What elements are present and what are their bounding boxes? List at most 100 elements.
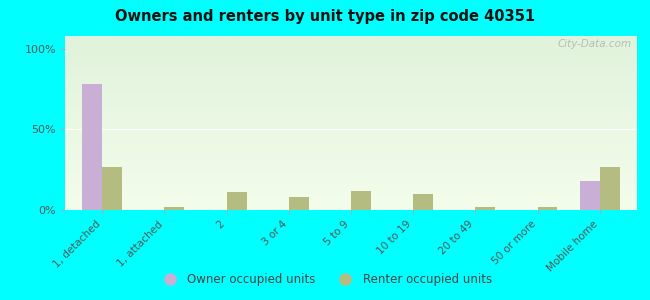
Bar [65, 207, 637, 208]
Text: City-Data.com: City-Data.com [557, 40, 631, 50]
Bar [65, 109, 637, 110]
Bar [65, 66, 637, 67]
Bar [65, 179, 637, 180]
Bar [65, 186, 637, 187]
Bar [65, 42, 637, 43]
Bar [65, 40, 637, 41]
Bar [65, 41, 637, 42]
Bar [65, 105, 637, 106]
Bar [65, 127, 637, 128]
Bar [65, 54, 637, 55]
Bar [65, 98, 637, 99]
Bar [65, 181, 637, 182]
Bar [65, 171, 637, 172]
Bar [65, 64, 637, 65]
Bar [65, 85, 637, 86]
Bar [65, 113, 637, 114]
Bar [65, 89, 637, 90]
Bar [65, 140, 637, 141]
Bar [65, 43, 637, 44]
Bar [227, 192, 246, 210]
Bar [65, 148, 637, 149]
Bar [65, 160, 637, 161]
Bar [65, 92, 637, 93]
Bar [65, 56, 637, 57]
Bar [65, 174, 637, 175]
Bar [65, 178, 637, 179]
Bar [65, 126, 637, 127]
Bar [65, 68, 637, 69]
Bar [65, 154, 637, 155]
Bar [65, 183, 637, 184]
Bar [65, 100, 637, 101]
Bar [65, 117, 637, 118]
Bar [65, 87, 637, 88]
Bar [65, 37, 637, 38]
Bar [65, 152, 637, 153]
Bar [65, 203, 637, 204]
Bar [65, 146, 637, 147]
Bar [65, 85, 637, 86]
Bar [65, 45, 637, 46]
Bar [65, 173, 637, 174]
Bar [65, 194, 637, 195]
Bar [65, 139, 637, 140]
Bar [65, 106, 637, 107]
Bar [65, 202, 637, 203]
Bar [65, 101, 637, 102]
Bar [65, 205, 637, 206]
Bar [65, 100, 637, 101]
Bar [65, 136, 637, 137]
Bar [65, 191, 637, 192]
Bar [65, 195, 637, 196]
Bar [65, 193, 637, 194]
Bar [65, 107, 637, 108]
Bar [102, 167, 122, 210]
Bar [65, 132, 637, 133]
Bar [65, 200, 637, 201]
Bar [65, 84, 637, 85]
Bar [65, 182, 637, 183]
Bar [65, 103, 637, 104]
Bar [65, 94, 637, 95]
Bar [65, 80, 637, 81]
Bar [65, 71, 637, 72]
Bar [65, 201, 637, 202]
Bar [65, 189, 637, 190]
Bar [413, 194, 433, 210]
Bar [65, 70, 637, 71]
Bar [65, 156, 637, 157]
Bar [65, 52, 637, 53]
Bar [65, 150, 637, 151]
Bar [65, 63, 637, 64]
Bar [65, 164, 637, 165]
Bar [65, 169, 637, 170]
Bar [65, 118, 637, 119]
Bar [65, 72, 637, 73]
Bar [65, 198, 637, 199]
Bar [65, 143, 637, 144]
Bar [65, 160, 637, 161]
Bar [65, 209, 637, 210]
Bar [65, 38, 637, 39]
Bar [65, 204, 637, 205]
Bar [65, 53, 637, 54]
Bar [65, 124, 637, 125]
Bar [65, 153, 637, 154]
Bar [65, 176, 637, 177]
Bar [65, 79, 637, 80]
Bar [65, 138, 637, 139]
Bar [65, 58, 637, 59]
Bar [65, 184, 637, 185]
Bar [65, 81, 637, 82]
Bar [65, 61, 637, 62]
Bar [65, 175, 637, 176]
Bar [65, 50, 637, 51]
Bar [65, 122, 637, 123]
Bar [65, 130, 637, 131]
Bar [65, 112, 637, 113]
Bar [65, 123, 637, 124]
Bar [65, 115, 637, 116]
Bar [65, 51, 637, 52]
Bar [65, 159, 637, 160]
